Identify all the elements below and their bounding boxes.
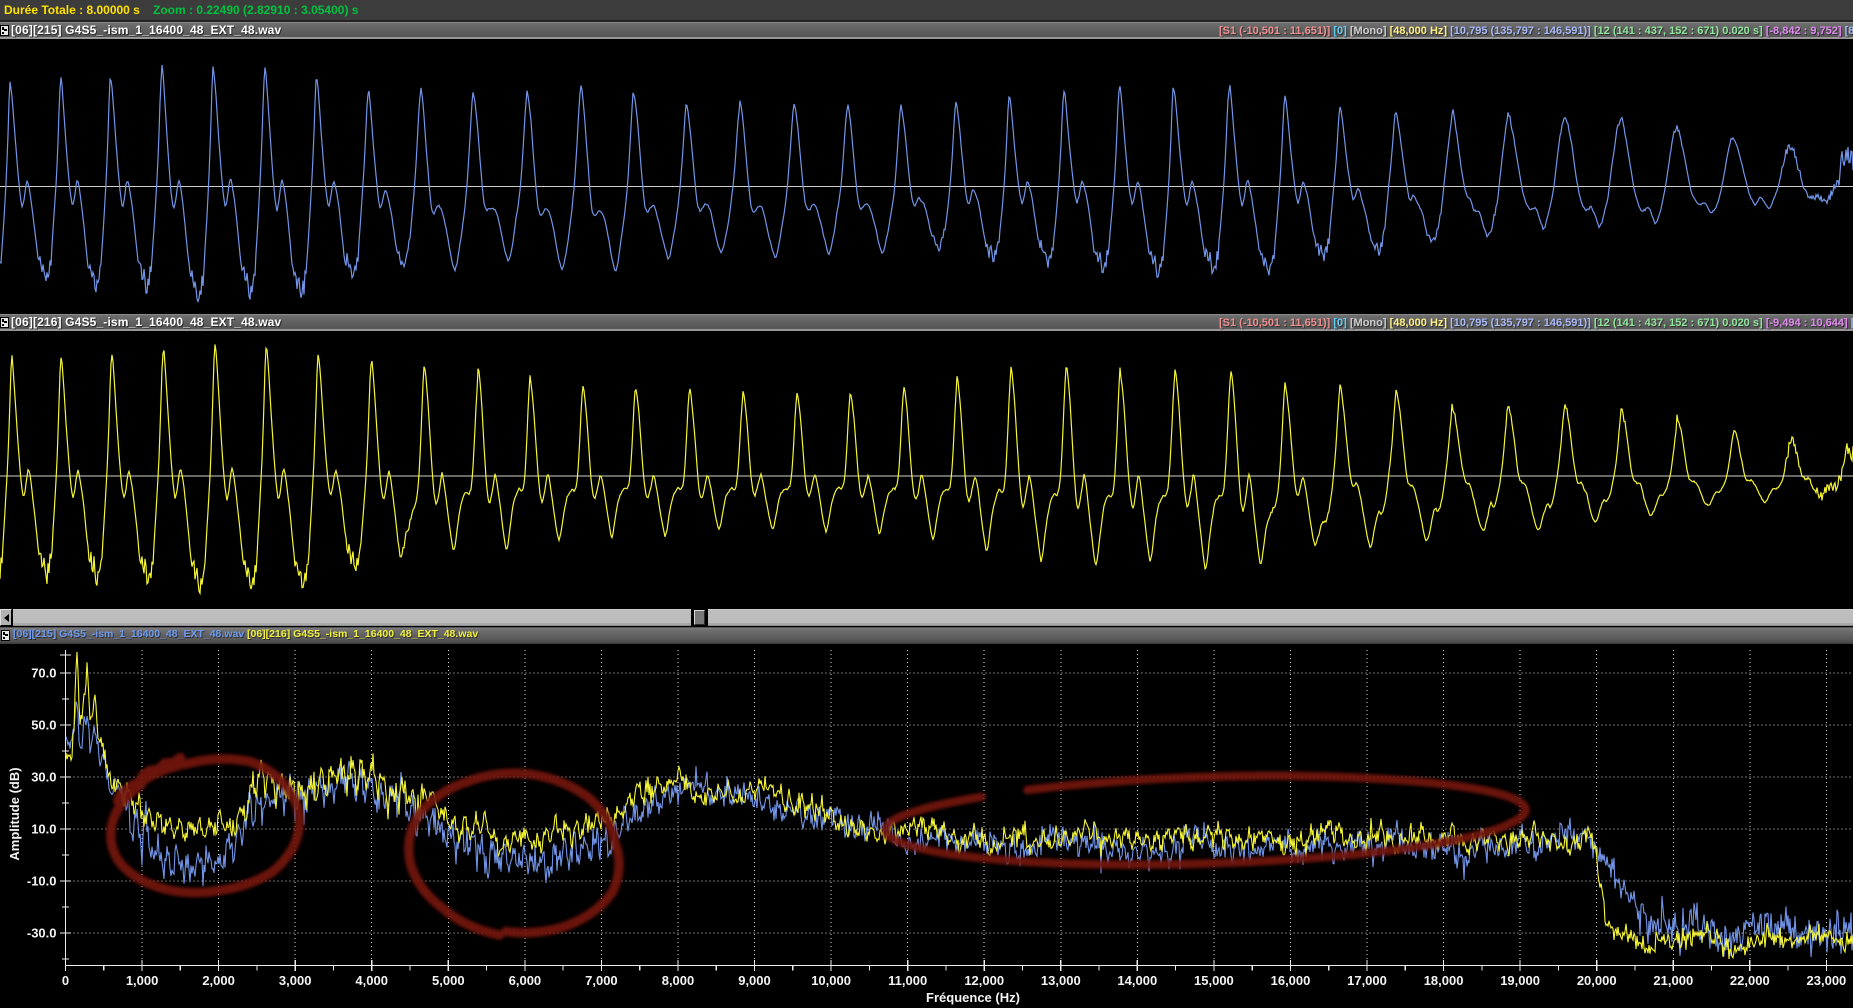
svg-text:18,000: 18,000 [1424,973,1464,988]
svg-text:10,000: 10,000 [811,973,851,988]
svg-text:15,000: 15,000 [1194,973,1234,988]
svg-text:21,000: 21,000 [1653,973,1693,988]
svg-text:20,000: 20,000 [1577,973,1617,988]
svg-text:4,000: 4,000 [355,973,388,988]
svg-text:30.0: 30.0 [31,770,56,785]
svg-text:10.0: 10.0 [31,822,56,837]
svg-text:Fréquence (Hz): Fréquence (Hz) [926,990,1020,1005]
svg-text:70.0: 70.0 [31,666,56,681]
svg-text:5,000: 5,000 [432,973,465,988]
svg-text:11,000: 11,000 [888,973,927,988]
svg-text:16,000: 16,000 [1271,973,1311,988]
svg-text:23,000: 23,000 [1807,973,1847,988]
svg-text:9,000: 9,000 [738,973,771,988]
svg-text:-30.0: -30.0 [27,926,57,941]
svg-text:50.0: 50.0 [31,718,56,733]
svg-text:14,000: 14,000 [1117,973,1157,988]
svg-text:17,000: 17,000 [1347,973,1387,988]
svg-text:22,000: 22,000 [1730,973,1770,988]
svg-text:7,000: 7,000 [585,973,618,988]
svg-text:Amplitude (dB): Amplitude (dB) [7,767,22,860]
svg-text:-10.0: -10.0 [27,874,57,889]
svg-text:13,000: 13,000 [1041,973,1081,988]
svg-text:8,000: 8,000 [662,973,695,988]
svg-text:1,000: 1,000 [126,973,159,988]
svg-text:0: 0 [62,973,69,988]
svg-text:19,000: 19,000 [1500,973,1540,988]
svg-text:12,000: 12,000 [964,973,1004,988]
svg-text:6,000: 6,000 [509,973,542,988]
svg-text:3,000: 3,000 [279,973,312,988]
svg-text:2,000: 2,000 [202,973,235,988]
